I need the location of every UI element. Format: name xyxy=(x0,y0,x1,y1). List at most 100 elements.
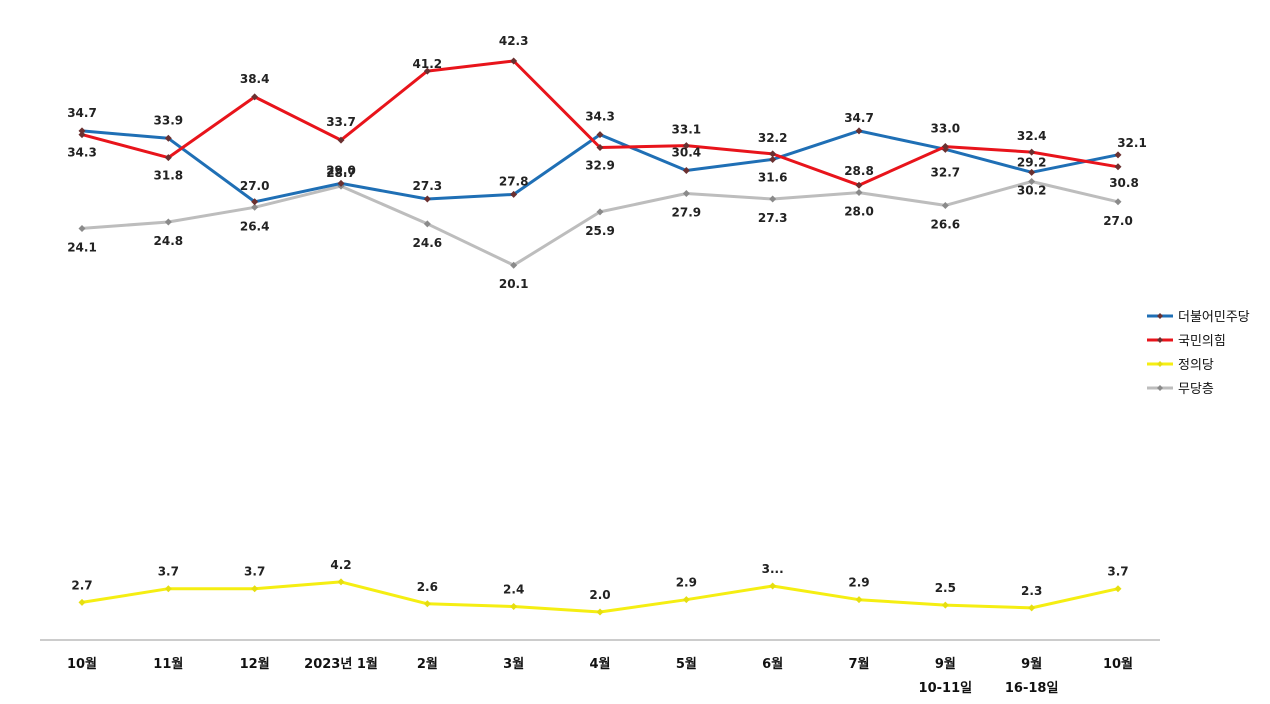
data-label-independent: 24.6 xyxy=(413,236,443,250)
data-point-ppp xyxy=(941,143,949,151)
data-label-ppp: 33.0 xyxy=(931,122,961,136)
data-label-ppp: 28.8 xyxy=(844,164,874,178)
legend-marker-justice xyxy=(1157,361,1163,367)
data-point-ppp xyxy=(337,136,345,144)
x-tick-label: 10월 xyxy=(67,656,97,672)
data-point-justice xyxy=(510,603,518,611)
x-tick-label: 11월 xyxy=(153,656,183,672)
data-label-justice: 2.7 xyxy=(71,578,92,592)
x-tick-label: 6월 xyxy=(762,656,783,672)
x-tick-label: 16-18일 xyxy=(1005,681,1059,696)
data-label-minjoo: 30.4 xyxy=(672,145,702,159)
data-label-ppp: 32.2 xyxy=(758,131,788,145)
data-label-ppp: 34.3 xyxy=(67,146,97,160)
x-tick-label: 5월 xyxy=(676,656,697,672)
data-point-minjoo xyxy=(423,195,431,203)
data-label-minjoo: 34.7 xyxy=(67,106,97,120)
data-label-independent: 24.8 xyxy=(154,234,184,248)
x-tick-label: 2월 xyxy=(417,656,438,672)
data-label-justice: 3... xyxy=(762,562,784,576)
data-label-minjoo: 29.0 xyxy=(326,163,356,177)
data-label-minjoo: 33.9 xyxy=(154,113,184,127)
data-label-ppp: 38.4 xyxy=(240,72,270,86)
data-point-minjoo xyxy=(1114,151,1122,159)
data-label-minjoo: 27.3 xyxy=(413,179,443,193)
data-label-ppp: 41.2 xyxy=(413,57,443,71)
data-label-independent: 27.0 xyxy=(1103,214,1133,228)
data-point-ppp xyxy=(164,154,172,162)
x-tick-label: 2023년 1월 xyxy=(304,656,378,672)
x-tick-label: 12월 xyxy=(240,656,270,672)
data-label-justice: 2.9 xyxy=(676,576,697,590)
series-layer xyxy=(78,57,1122,616)
data-point-independent xyxy=(423,220,431,228)
data-label-independent: 27.9 xyxy=(672,205,702,219)
data-label-justice: 2.3 xyxy=(1021,584,1042,598)
data-label-ppp: 31.8 xyxy=(154,169,184,183)
legend-marker-independent xyxy=(1157,385,1163,391)
data-label-ppp: 33.7 xyxy=(326,115,356,129)
data-point-justice xyxy=(337,578,345,586)
data-point-ppp xyxy=(1028,148,1036,156)
data-point-independent xyxy=(941,201,949,209)
data-label-independent: 28.7 xyxy=(326,166,356,180)
data-point-minjoo xyxy=(164,134,172,142)
data-point-independent xyxy=(1114,198,1122,206)
data-label-ppp: 30.8 xyxy=(1109,176,1139,190)
data-point-justice xyxy=(941,601,949,609)
x-tick-label: 9월 xyxy=(935,656,956,672)
data-label-justice: 3.7 xyxy=(244,565,265,579)
data-point-independent xyxy=(596,208,604,216)
data-label-justice: 3.7 xyxy=(158,565,179,579)
data-point-minjoo xyxy=(337,179,345,187)
data-label-independent: 29.2 xyxy=(1017,156,1047,170)
data-label-justice: 2.9 xyxy=(848,576,869,590)
data-point-minjoo xyxy=(251,198,259,206)
data-point-minjoo xyxy=(1028,168,1036,176)
data-point-ppp xyxy=(769,150,777,158)
data-point-justice xyxy=(1114,585,1122,593)
data-label-justice: 2.0 xyxy=(589,588,610,602)
data-point-independent xyxy=(251,203,259,211)
x-tick-label: 4월 xyxy=(589,656,610,672)
data-label-independent: 20.1 xyxy=(499,277,529,291)
data-label-layer: 34.7 33.9 27.0 29.0 27.3 27.8 34.3 30.4 31.6 34.7… xyxy=(67,34,1147,602)
legend-label-ppp: 국민의힘 xyxy=(1178,334,1226,349)
data-label-minjoo: 32.1 xyxy=(1117,136,1147,150)
data-label-ppp: 32.4 xyxy=(1017,129,1047,143)
data-point-ppp xyxy=(510,57,518,65)
data-point-justice xyxy=(682,596,690,604)
data-point-ppp xyxy=(251,93,259,101)
data-point-independent xyxy=(855,189,863,197)
data-label-justice: 3.7 xyxy=(1107,565,1128,579)
x-tick-label: 9월 xyxy=(1021,656,1042,672)
data-label-independent: 27.3 xyxy=(758,211,788,225)
data-label-justice: 2.5 xyxy=(935,581,956,595)
data-point-ppp xyxy=(423,67,431,75)
data-point-independent xyxy=(1028,178,1036,186)
data-point-justice xyxy=(164,585,172,593)
data-point-justice xyxy=(855,596,863,604)
data-point-justice xyxy=(1028,604,1036,612)
data-label-minjoo: 34.7 xyxy=(844,111,874,125)
data-point-minjoo xyxy=(682,166,690,174)
data-point-independent xyxy=(769,195,777,203)
data-label-justice: 4.2 xyxy=(330,558,351,572)
data-point-minjoo xyxy=(769,155,777,163)
legend-marker-ppp xyxy=(1157,337,1163,343)
data-label-minjoo: 31.6 xyxy=(758,170,788,184)
legend-label-justice: 정의당 xyxy=(1178,358,1214,373)
data-point-ppp xyxy=(78,131,86,139)
x-tick-label: 7월 xyxy=(848,656,869,672)
data-point-justice xyxy=(596,608,604,616)
data-point-minjoo xyxy=(855,127,863,135)
data-point-minjoo xyxy=(78,127,86,135)
data-point-independent xyxy=(510,261,518,269)
data-label-independent: 28.0 xyxy=(844,205,874,219)
x-tick-label-layer: 10월 11월 12월 2023년 1월 2월 3월 4월 5월 6월 7월 9월 10-11일 9월 1… xyxy=(67,656,1133,696)
legend-marker-minjoo xyxy=(1157,313,1163,319)
data-point-justice xyxy=(769,582,777,590)
x-tick-label: 3월 xyxy=(503,656,524,672)
data-label-independent: 24.1 xyxy=(67,240,97,254)
